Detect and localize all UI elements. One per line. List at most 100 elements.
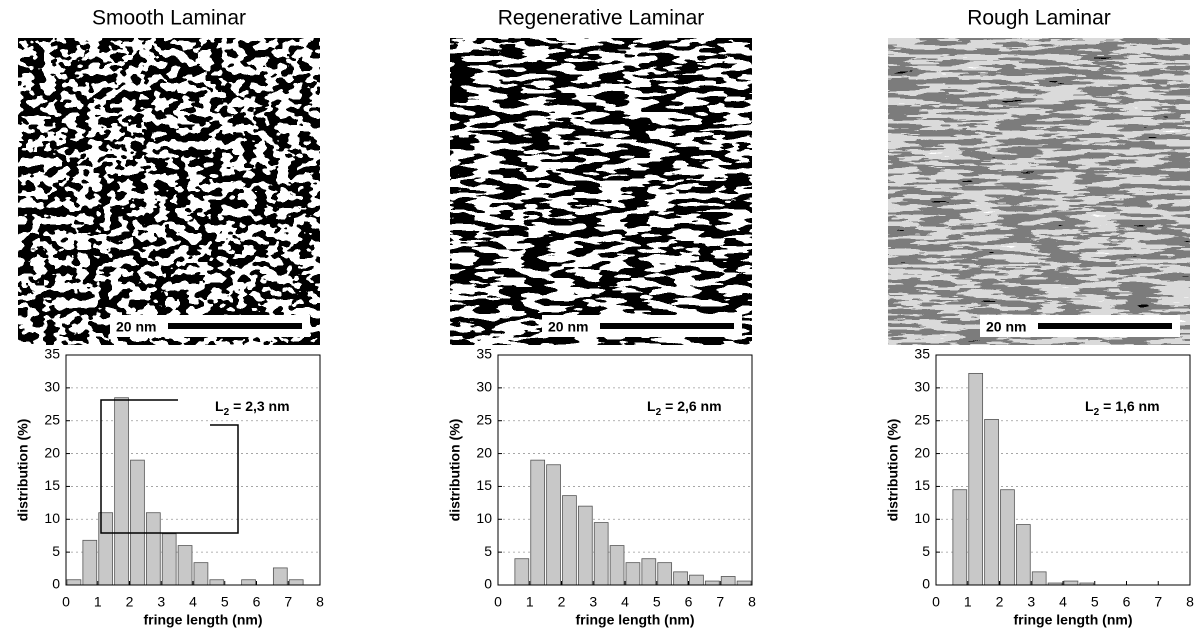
bar (114, 397, 129, 586)
bar (1015, 524, 1031, 586)
bar (272, 567, 288, 586)
bar (704, 580, 720, 586)
x-tick-label: 6 (253, 594, 261, 610)
bar (130, 459, 145, 586)
y-tick-label: 5 (52, 543, 60, 559)
annotation-value: = 2,3 nm (233, 398, 289, 414)
annotation-subscript: 2 (1094, 407, 1100, 418)
scale-bar (1038, 323, 1172, 329)
bar (241, 579, 256, 586)
x-tick-label: 6 (685, 594, 693, 610)
y-tick-label: 30 (914, 379, 930, 395)
panel-title: Regenerative Laminar (498, 7, 705, 30)
x-tick-label: 8 (316, 594, 324, 610)
bar (546, 464, 561, 586)
annotation-value: = 1,6 nm (1103, 398, 1159, 414)
x-tick-label: 2 (558, 594, 566, 610)
annotation-subscript: 2 (656, 407, 662, 418)
x-tick-label: 0 (62, 594, 70, 610)
y-tick-label: 10 (914, 510, 930, 526)
x-tick-label: 4 (189, 594, 197, 610)
annotation: L2 = 2,6 nm (647, 398, 722, 418)
bar (673, 571, 688, 586)
annotation: L2 = 1,6 nm (1085, 398, 1160, 418)
annotation-symbol: L (647, 398, 656, 414)
bar (161, 533, 177, 586)
y-tick-label: 10 (476, 510, 492, 526)
bar (736, 580, 752, 586)
x-tick-label: 3 (589, 594, 597, 610)
annotation: L2 = 2,3 nm (215, 398, 290, 418)
x-tick-label: 2 (996, 594, 1004, 610)
y-tick-label: 35 (476, 346, 492, 362)
bar (66, 579, 82, 586)
x-tick-label: 0 (932, 594, 940, 610)
x-tick-label: 7 (716, 594, 724, 610)
bar (288, 579, 304, 586)
y-tick-label: 35 (44, 346, 60, 362)
x-tick-label: 0 (494, 594, 502, 610)
y-tick-label: 35 (914, 346, 930, 362)
bar (952, 489, 968, 586)
x-tick-label: 8 (1186, 594, 1194, 610)
scale-bar-label: 20 nm (548, 319, 588, 335)
x-tick-label: 8 (748, 594, 756, 610)
annotation-subscript: 2 (224, 407, 230, 418)
bar (209, 579, 225, 586)
x-tick-label: 2 (126, 594, 134, 610)
bar (625, 562, 641, 586)
y-tick-label: 10 (44, 510, 60, 526)
bracket (100, 399, 239, 534)
annotation-value: = 2,6 nm (665, 398, 721, 414)
x-tick-label: 5 (221, 594, 229, 610)
x-tick-label: 7 (284, 594, 292, 610)
scale-bar-label: 20 nm (986, 319, 1026, 335)
x-axis-label: fringe length (nm) (144, 612, 263, 628)
scale-bar-label: 20 nm (116, 319, 156, 335)
x-axis-label: fringe length (nm) (576, 612, 695, 628)
tem-image (450, 38, 752, 345)
y-tick-label: 20 (476, 444, 492, 460)
y-tick-label: 25 (476, 411, 492, 427)
bar (968, 372, 984, 586)
y-tick-label: 30 (476, 379, 492, 395)
x-tick-label: 7 (1154, 594, 1162, 610)
x-tick-label: 5 (1091, 594, 1099, 610)
y-tick-label: 5 (484, 543, 492, 559)
plot-frame (497, 354, 753, 586)
x-tick-label: 4 (1059, 594, 1067, 610)
y-axis-label: distribution (%) (885, 419, 901, 522)
bar (593, 522, 609, 586)
bar (609, 545, 625, 586)
y-tick-label: 5 (922, 543, 930, 559)
x-tick-label: 1 (526, 594, 534, 610)
x-tick-label: 3 (157, 594, 165, 610)
x-tick-label: 1 (94, 594, 102, 610)
y-tick-label: 20 (914, 444, 930, 460)
annotation-symbol: L (215, 398, 224, 414)
y-tick-label: 25 (44, 411, 60, 427)
bar (577, 505, 593, 586)
bar (984, 418, 999, 586)
scale-bar (168, 323, 302, 329)
y-tick-label: 15 (914, 477, 930, 493)
y-axis-label: distribution (%) (15, 419, 31, 522)
y-tick-label: 0 (922, 576, 930, 592)
bar (514, 558, 530, 586)
x-tick-label: 5 (653, 594, 661, 610)
y-tick-label: 15 (476, 477, 492, 493)
x-tick-label: 4 (621, 594, 629, 610)
panel-title: Smooth Laminar (92, 7, 246, 30)
y-axis-label: distribution (%) (447, 419, 463, 522)
tem-image (888, 38, 1190, 345)
bar (1031, 571, 1047, 586)
x-tick-label: 1 (964, 594, 972, 610)
bar (657, 562, 673, 586)
bar (562, 495, 577, 586)
bar (177, 545, 193, 586)
y-tick-label: 30 (44, 379, 60, 395)
bar (82, 539, 98, 586)
bar (720, 576, 736, 586)
